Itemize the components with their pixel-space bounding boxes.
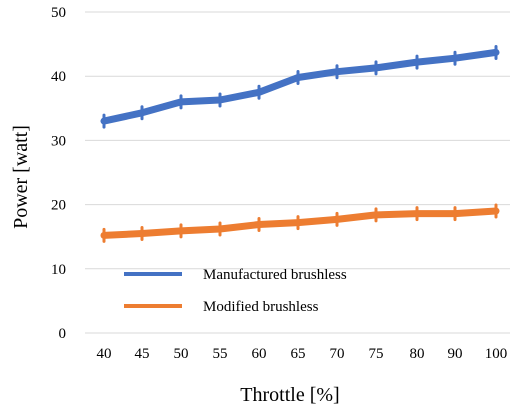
x-tick-label: 55 — [213, 346, 228, 362]
series-line — [100, 48, 500, 125]
y-tick-label: 10 — [51, 262, 66, 278]
legend-label: Modified brushless — [203, 299, 319, 315]
x-tick-label: 60 — [252, 346, 267, 362]
x-tick-label: 90 — [448, 346, 463, 362]
x-tick-label: 50 — [174, 346, 189, 362]
x-tick-label: 75 — [369, 346, 384, 362]
y-tick-label: 40 — [51, 69, 66, 85]
series-layer — [100, 44, 500, 243]
legend: Manufactured brushless Modified brushless — [124, 267, 347, 315]
x-tick-label: 80 — [410, 346, 425, 362]
x-tick-label: 65 — [291, 346, 306, 362]
series-1 — [100, 44, 500, 129]
y-axis-title: Power [watt] — [10, 125, 32, 229]
x-axis-tick-labels: 40 45 50 55 60 65 70 75 80 90 100 — [97, 346, 508, 362]
y-tick-label: 50 — [51, 5, 66, 21]
legend-label: Manufactured brushless — [203, 267, 347, 283]
y-tick-label: 30 — [51, 133, 66, 149]
x-tick-label: 100 — [485, 346, 508, 362]
series-line — [100, 207, 500, 239]
x-tick-label: 40 — [97, 346, 112, 362]
x-axis-title: Throttle [%] — [240, 384, 339, 406]
y-tick-label: 20 — [51, 198, 66, 214]
y-axis-tick-labels: 0 10 20 30 40 50 — [51, 5, 66, 342]
y-tick-label: 0 — [59, 326, 67, 342]
x-tick-label: 70 — [330, 346, 345, 362]
series-2 — [100, 203, 500, 243]
x-tick-label: 45 — [135, 346, 150, 362]
